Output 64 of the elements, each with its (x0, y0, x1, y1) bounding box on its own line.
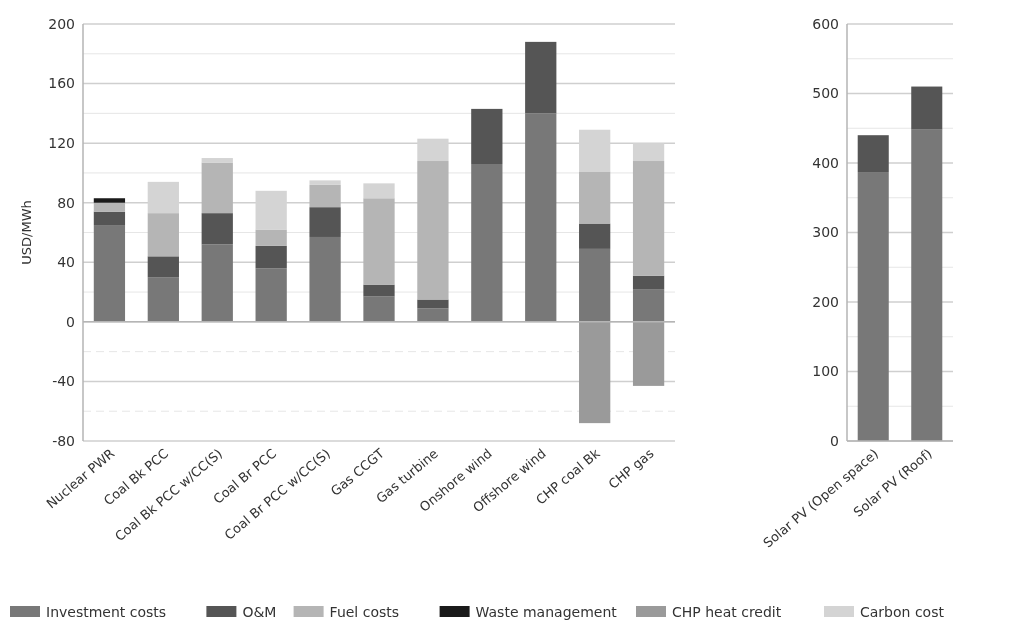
x-tick-label: CHP gas (605, 445, 657, 492)
bar (93, 202, 126, 212)
y-tick-label: 200 (48, 15, 75, 32)
legend-label: O&M (242, 603, 277, 620)
bar (632, 289, 665, 322)
y-tick-label: 80 (57, 194, 75, 211)
bar (309, 180, 341, 185)
y-tick-label: 400 (812, 154, 839, 171)
y-tick-label: 40 (57, 254, 75, 271)
bar (525, 113, 557, 322)
y-tick-label: -40 (52, 373, 75, 390)
bar (363, 284, 395, 297)
legend-label: Waste management (475, 603, 618, 620)
bar (911, 129, 943, 441)
bar (579, 321, 611, 424)
y-tick-label: 100 (812, 363, 839, 380)
bar (363, 183, 395, 199)
bar (579, 223, 611, 249)
bar (857, 135, 889, 173)
bar (632, 275, 665, 290)
y-tick-label: 300 (812, 224, 839, 241)
y-tick-label: 200 (812, 293, 839, 310)
bar (579, 171, 611, 224)
bar (147, 213, 179, 257)
legend-label: Investment costs (46, 603, 167, 620)
y-tick-label: 600 (812, 15, 839, 32)
bar (201, 158, 233, 163)
bar (857, 172, 889, 441)
bar (471, 163, 503, 322)
legend-label: CHP heat credit (672, 603, 782, 620)
y-tick-label: 0 (830, 432, 839, 449)
y-tick-label: 500 (812, 85, 839, 102)
bar (255, 268, 287, 322)
bar (201, 162, 233, 214)
bar (93, 225, 126, 322)
bar (201, 213, 233, 245)
y-axis-title: USD/MWh (19, 200, 34, 265)
bar (93, 198, 126, 203)
bar (417, 308, 449, 322)
bar (632, 321, 665, 386)
y-tick-label: -80 (52, 432, 75, 449)
bar (632, 161, 665, 276)
bar (417, 299, 449, 309)
bar (255, 245, 287, 269)
bar (147, 256, 179, 278)
bar (147, 277, 179, 322)
bar (363, 296, 395, 322)
legend-label: Carbon cost (860, 603, 945, 620)
bar (309, 236, 341, 322)
bar (255, 229, 287, 246)
bar (309, 184, 341, 208)
bar (525, 41, 557, 114)
bar (579, 248, 611, 322)
bar (471, 108, 503, 164)
bar (309, 207, 341, 237)
bar (417, 161, 449, 300)
y-tick-label: 160 (48, 75, 75, 92)
y-tick-label: 0 (66, 313, 75, 330)
y-tick-label: 120 (48, 135, 75, 152)
bar (363, 198, 395, 285)
legend-label: Fuel costs (329, 603, 400, 620)
bar (911, 86, 943, 130)
bar (93, 211, 126, 226)
bar (201, 244, 233, 322)
